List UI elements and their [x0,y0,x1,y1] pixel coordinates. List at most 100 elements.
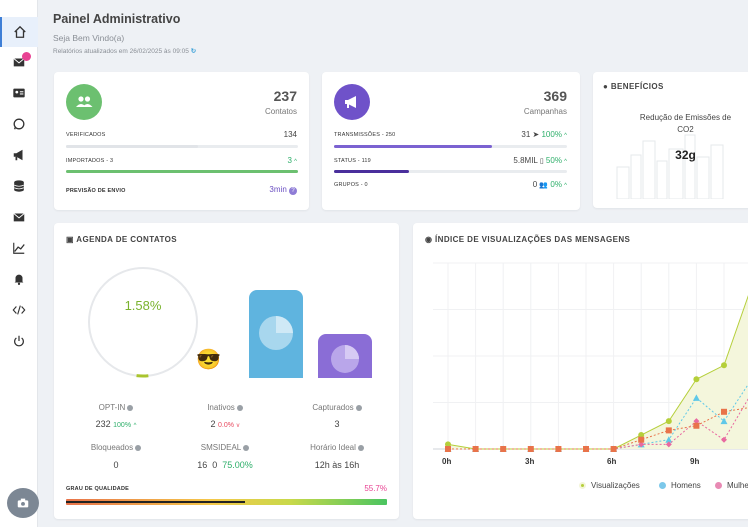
sidebar-item-database[interactable] [0,171,38,201]
imported-trend-icon: ^ [294,159,297,165]
benefits-text: Redução de Emissões de CO2 [639,113,732,134]
optin-trend-icon: ^ [133,423,137,429]
contacts-bar-primary [249,290,303,378]
data-point [638,441,645,448]
transmissions-pct: 100% [541,130,562,139]
notification-dot [22,52,31,61]
sidebar-item-whatsapp[interactable] [0,109,38,139]
legend-label: Visualizações [591,481,640,490]
transmissions-values: 31 ➤ 100% ^ [521,130,567,139]
legend-item[interactable]: Mulhe [715,481,748,490]
transmissions-progress-track [334,145,567,148]
data-point [721,436,727,443]
whatsapp-icon [13,118,25,130]
sidebar-item-reports[interactable] [0,233,38,263]
chart-title: ÍNDICE DE VISUALIZAÇÕES DAS MENSAGENS [435,235,631,244]
campaigns-total-label: Campanhas [523,107,567,116]
database-icon [14,180,24,192]
gauge-value: 1.58% [124,298,162,313]
data-point [472,446,479,452]
users-icon-circle [66,84,102,120]
data-point [665,441,672,448]
x-tick-label: 3h [525,457,535,466]
groups-values: 0 👥 0% ^ [533,180,567,189]
status-values: 5.8MIL ▯ 50% ^ [513,156,567,165]
data-point [638,432,645,439]
data-point [692,394,700,401]
info-icon[interactable] [236,404,243,411]
legend-label: Mulhe [727,481,748,490]
sidebar-item-mail[interactable] [0,47,38,77]
page-title: Painel Administrativo [53,12,181,26]
data-point [665,427,672,434]
data-point [721,362,727,369]
sidebar-item-developer[interactable] [0,295,38,325]
series-line [448,407,748,450]
benefits-title: BENEFÍCIOS [610,82,664,91]
info-icon[interactable] [243,444,250,451]
data-point [693,422,700,429]
series-line [447,295,748,450]
gauge-ring [88,267,198,377]
forecast-label: PREVISÃO DE ENVIO [66,188,126,194]
blocked-label: Bloqueados [90,443,134,452]
forecast-value-group: 3min ? [269,185,297,195]
optin-label-group: OPT-IN [71,403,161,412]
eye-icon: ◉ [425,235,433,244]
city-skyline-icon [616,134,724,199]
legend-item[interactable]: Homens [659,481,701,490]
data-point [583,446,589,452]
optin-extra: 100% [113,422,132,429]
chart-line-icon [13,242,25,254]
imported-progress-fill [66,170,298,173]
captured-label-group: Capturados [292,403,382,412]
ideal-time-label-group: Horário Ideal [292,443,382,452]
status-trend-icon: ^ [564,159,567,165]
envelope-icon [13,213,25,222]
views-chart [433,262,748,452]
contacts-bar-secondary [318,334,372,378]
data-point [445,446,451,452]
smsideal-label-group: SMSIDEAL [180,443,270,452]
sidebar-item-notifications[interactable] [0,264,38,294]
data-point [665,436,673,443]
agenda-card: ▣ AGENDA DE CONTATOS 1.58% 😎 OPT-IN 232 … [54,223,399,519]
imported-progress-track [66,170,298,173]
forecast-info-icon[interactable]: ? [289,187,297,195]
groups-value: 0 [532,180,538,189]
legend-item[interactable]: Visualizações [579,481,640,490]
x-tick-label: 0h [442,457,452,466]
sidebar-item-contacts[interactable] [0,78,38,108]
quality-label: GRAU DE QUALIDADE [66,486,129,492]
sidebar-item-messages[interactable] [0,202,38,232]
inactive-trend-icon: v [236,423,240,429]
optin-label: OPT-IN [98,403,126,412]
info-icon[interactable] [127,404,134,411]
sidebar-item-campaigns[interactable] [0,140,38,170]
info-icon[interactable] [357,444,364,451]
data-point [555,446,562,452]
refresh-icon[interactable]: ↻ [190,48,197,55]
views-chart-card: ◉ ÍNDICE DE VISUALIZAÇÕES DAS MENSAGENS … [413,223,748,519]
sidebar-item-logout[interactable] [0,326,38,356]
quality-value: 55.7% [364,484,387,493]
data-point [527,446,534,452]
inactive-value-group: 2 0.0% v [180,419,270,429]
info-icon[interactable] [135,444,142,451]
transmissions-trend-icon: ^ [564,133,567,139]
legend-dot [659,482,666,489]
sidebar-item-home[interactable] [0,17,38,47]
series-line [448,383,748,450]
campaign-megaphone-icon [345,96,356,108]
address-book-icon: ▣ [66,235,74,244]
smsideal-label: SMSIDEAL [200,443,242,452]
data-point [445,441,451,448]
camera-button[interactable] [7,488,39,518]
data-point [693,376,700,383]
optin-value: 232 [95,419,111,429]
inactive-label: Inativos [207,403,235,412]
info-icon[interactable] [355,404,362,411]
legend-dot [579,482,586,489]
updated-text: Relatórios atualizados em 26/02/2025 às … [53,47,196,55]
verified-progress-track [66,145,298,148]
